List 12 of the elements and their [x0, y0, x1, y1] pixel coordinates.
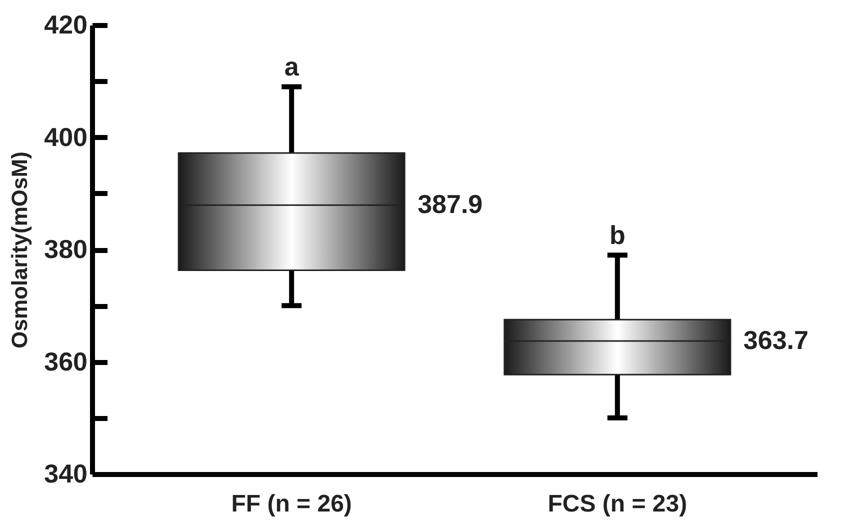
annotation: a: [284, 52, 300, 82]
y-axis-title: Osmolarity(mOsM): [7, 152, 32, 348]
x-tick-label: FCS (n = 23): [548, 490, 688, 518]
text: 387.9: [418, 189, 483, 220]
y-tick-label: 400: [44, 122, 88, 152]
y-tick-label: 360: [44, 346, 88, 376]
text: 363.7: [743, 324, 808, 355]
y-tick-label: 340: [44, 458, 88, 488]
y-tick-label: 380: [44, 234, 88, 264]
x-tick-label: FF (n = 26): [231, 490, 352, 518]
annotation: b: [609, 220, 626, 250]
y-tick-label: 420: [44, 10, 88, 40]
